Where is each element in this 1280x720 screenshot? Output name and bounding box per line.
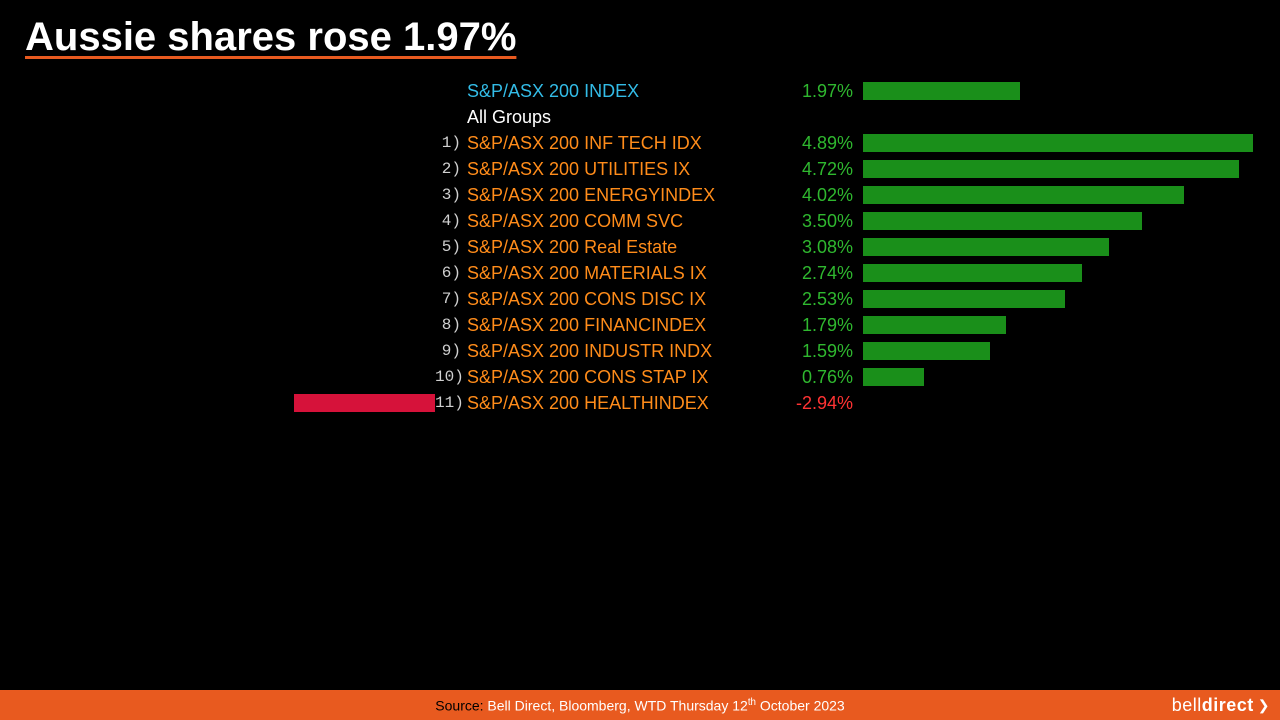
- sector-row: 3)S&P/ASX 200 ENERGYINDEX4.02%: [175, 182, 1255, 208]
- positive-bar-container: [863, 160, 1255, 178]
- value-label: 1.59%: [753, 341, 863, 362]
- positive-bar-container: [863, 108, 1255, 126]
- sector-row: 7)S&P/ASX 200 CONS DISC IX2.53%: [175, 286, 1255, 312]
- value-label: 0.76%: [753, 367, 863, 388]
- positive-bar-container: [863, 342, 1255, 360]
- positive-bar: [863, 342, 990, 360]
- negative-bar-container: [175, 290, 435, 308]
- sector-row: 6)S&P/ASX 200 MATERIALS IX2.74%: [175, 260, 1255, 286]
- sector-name: S&P/ASX 200 ENERGYINDEX: [463, 185, 753, 206]
- source-citation: Source: Bell Direct, Bloomberg, WTD Thur…: [435, 697, 844, 714]
- positive-bar: [863, 264, 1082, 282]
- page-title: Aussie shares rose 1.97%: [25, 15, 516, 65]
- sector-row: 11)S&P/ASX 200 HEALTHINDEX-2.94%: [175, 390, 1255, 416]
- value-label: 4.02%: [753, 185, 863, 206]
- group-header-row: All Groups: [175, 104, 1255, 130]
- index-name: S&P/ASX 200 INDEX: [463, 81, 753, 102]
- value-label: -2.94%: [753, 393, 863, 414]
- negative-bar-container: [175, 160, 435, 178]
- sector-name: S&P/ASX 200 HEALTHINDEX: [463, 393, 753, 414]
- sector-row: 10)S&P/ASX 200 CONS STAP IX0.76%: [175, 364, 1255, 390]
- negative-bar: [294, 394, 435, 412]
- positive-bar: [863, 82, 1020, 100]
- positive-bar-container: [863, 212, 1255, 230]
- positive-bar-container: [863, 316, 1255, 334]
- positive-bar: [863, 134, 1253, 152]
- rank-label: 10): [435, 368, 463, 386]
- sector-row: 5)S&P/ASX 200 Real Estate3.08%: [175, 234, 1255, 260]
- sector-name: S&P/ASX 200 INDUSTR INDX: [463, 341, 753, 362]
- positive-bar: [863, 290, 1065, 308]
- rank-label: 5): [435, 238, 463, 256]
- value-label: 1.79%: [753, 315, 863, 336]
- sector-row: 2)S&P/ASX 200 UTILITIES IX4.72%: [175, 156, 1255, 182]
- negative-bar-container: [175, 342, 435, 360]
- positive-bar: [863, 212, 1142, 230]
- rank-label: 9): [435, 342, 463, 360]
- value-label: 3.08%: [753, 237, 863, 258]
- positive-bar: [863, 368, 924, 386]
- value-label: 2.74%: [753, 263, 863, 284]
- negative-bar-container: [175, 108, 435, 126]
- rank-label: 3): [435, 186, 463, 204]
- rank-label: 1): [435, 134, 463, 152]
- sector-name: S&P/ASX 200 UTILITIES IX: [463, 159, 753, 180]
- negative-bar-container: [175, 238, 435, 256]
- value-label: 4.72%: [753, 159, 863, 180]
- rank-label: 11): [435, 394, 463, 412]
- value-label: 1.97%: [753, 81, 863, 102]
- negative-bar-container: [175, 212, 435, 230]
- positive-bar: [863, 238, 1109, 256]
- belldirect-logo: belldirect ❯: [1172, 695, 1270, 716]
- sector-name: S&P/ASX 200 FINANCINDEX: [463, 315, 753, 336]
- sector-row: 8)S&P/ASX 200 FINANCINDEX1.79%: [175, 312, 1255, 338]
- sector-name: S&P/ASX 200 INF TECH IDX: [463, 133, 753, 154]
- positive-bar-container: [863, 290, 1255, 308]
- positive-bar-container: [863, 394, 1255, 412]
- negative-bar-container: [175, 134, 435, 152]
- sector-name: S&P/ASX 200 Real Estate: [463, 237, 753, 258]
- group-header: All Groups: [463, 107, 753, 128]
- value-label: 2.53%: [753, 289, 863, 310]
- sector-name: S&P/ASX 200 COMM SVC: [463, 211, 753, 232]
- footer-bar: Source: Bell Direct, Bloomberg, WTD Thur…: [0, 690, 1280, 720]
- value-label: 4.89%: [753, 133, 863, 154]
- sector-name: S&P/ASX 200 MATERIALS IX: [463, 263, 753, 284]
- positive-bar-container: [863, 264, 1255, 282]
- index-row: S&P/ASX 200 INDEX1.97%: [175, 78, 1255, 104]
- positive-bar: [863, 186, 1184, 204]
- negative-bar-container: [175, 368, 435, 386]
- rank-label: 7): [435, 290, 463, 308]
- positive-bar: [863, 316, 1006, 334]
- negative-bar-container: [175, 82, 435, 100]
- positive-bar-container: [863, 82, 1255, 100]
- rank-label: 2): [435, 160, 463, 178]
- value-label: 3.50%: [753, 211, 863, 232]
- source-text-2: October 2023: [756, 697, 845, 713]
- sector-row: 4)S&P/ASX 200 COMM SVC3.50%: [175, 208, 1255, 234]
- rank-label: 4): [435, 212, 463, 230]
- sector-performance-chart: S&P/ASX 200 INDEX1.97%All Groups1)S&P/AS…: [175, 78, 1255, 416]
- chevron-right-icon: ❯: [1258, 697, 1270, 714]
- sector-name: S&P/ASX 200 CONS STAP IX: [463, 367, 753, 388]
- source-text-1: Bell Direct, Bloomberg, WTD Thursday 12: [487, 697, 747, 713]
- logo-part2: direct: [1202, 695, 1254, 716]
- negative-bar-container: [175, 316, 435, 334]
- rank-label: 6): [435, 264, 463, 282]
- positive-bar-container: [863, 134, 1255, 152]
- logo-part1: bell: [1172, 695, 1202, 716]
- rank-label: 8): [435, 316, 463, 334]
- source-label: Source:: [435, 697, 487, 713]
- negative-bar-container: [175, 394, 435, 412]
- negative-bar-container: [175, 264, 435, 282]
- positive-bar-container: [863, 238, 1255, 256]
- sector-row: 1)S&P/ASX 200 INF TECH IDX4.89%: [175, 130, 1255, 156]
- negative-bar-container: [175, 186, 435, 204]
- positive-bar: [863, 160, 1239, 178]
- positive-bar-container: [863, 368, 1255, 386]
- sector-name: S&P/ASX 200 CONS DISC IX: [463, 289, 753, 310]
- source-sup: th: [748, 697, 756, 708]
- positive-bar-container: [863, 186, 1255, 204]
- sector-row: 9)S&P/ASX 200 INDUSTR INDX1.59%: [175, 338, 1255, 364]
